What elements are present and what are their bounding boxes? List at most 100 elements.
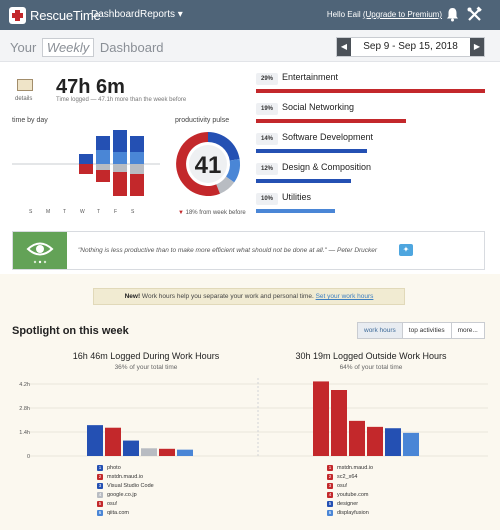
top-navigation-bar: RescueTime Dashboard Reports ▾ Hello Eai… xyxy=(0,0,500,30)
title-dashboard: Dashboard xyxy=(99,40,164,55)
day-label-wed: W xyxy=(80,209,85,215)
legend-number: 3 xyxy=(97,482,103,489)
bar-0-4[interactable] xyxy=(141,448,157,456)
down-arrow-icon: ▼ xyxy=(178,210,184,216)
legend-label: designer xyxy=(337,500,359,507)
tab-top-activities[interactable]: top activities xyxy=(401,322,452,339)
twitter-icon[interactable]: ✦ xyxy=(399,244,413,256)
day-sat xyxy=(130,136,144,196)
pulse-change-text: 18% from week before xyxy=(185,210,246,216)
legend-item[interactable]: 3 osu! xyxy=(327,481,373,490)
category-percent: 19% xyxy=(256,103,278,115)
category-bar xyxy=(256,119,406,123)
day-wed xyxy=(79,154,93,174)
legend-label: youtube.com xyxy=(337,491,369,498)
bar-0-6[interactable] xyxy=(177,449,193,456)
category-percent: 10% xyxy=(256,193,278,205)
outside-hours-chart-title: 30h 19m Logged Outside Work Hours xyxy=(295,351,447,361)
legend-item[interactable]: 5 osu! xyxy=(97,499,154,508)
greeting-text: Hello Eail xyxy=(326,10,361,19)
nav-dashboard-link[interactable]: Dashboard xyxy=(91,9,140,20)
pulse-value: 41 xyxy=(195,152,222,179)
details-label[interactable]: details xyxy=(15,96,33,102)
notice-text: Work hours help you separate your work a… xyxy=(140,293,316,300)
legend-item[interactable]: 6 qiita.com xyxy=(97,508,154,517)
tools-icon[interactable] xyxy=(466,6,483,23)
time-by-day-chart[interactable] xyxy=(12,126,162,208)
legend-label: mstdn.maud.io xyxy=(107,473,144,480)
legend-number: 1 xyxy=(327,464,333,471)
pulse-change: ▼ 18% from week before xyxy=(178,210,246,216)
previous-week-button[interactable]: ◀ xyxy=(337,38,351,56)
date-range-label[interactable]: Sep 9 - Sep 15, 2018 xyxy=(363,41,458,52)
outside-hours-chart-subtitle: 64% of your total time xyxy=(339,364,403,371)
quote-text: "Nothing is less productive than to make… xyxy=(78,247,378,254)
legend-item[interactable]: 4 google.co.jp xyxy=(97,490,154,499)
bar-1-5[interactable] xyxy=(385,428,401,456)
legend-number: 5 xyxy=(97,500,103,507)
legend-item[interactable]: 1 mstdn.maud.io xyxy=(327,463,373,472)
work-hours-chart-subtitle: 36% of your total time xyxy=(114,364,178,371)
bar-1-1[interactable] xyxy=(313,381,329,456)
day-fri xyxy=(113,130,127,196)
category-percent: 12% xyxy=(256,163,278,175)
pulse-segment-very-productive xyxy=(208,132,240,161)
legend-item[interactable]: 1 photo xyxy=(97,463,154,472)
work-hours-chart-title: 16h 46m Logged During Work Hours xyxy=(72,351,220,361)
bar-0-5[interactable] xyxy=(159,448,175,456)
category-row[interactable]: 29% Entertainment xyxy=(256,71,485,95)
upgrade-link[interactable]: (Upgrade to Premium) xyxy=(362,10,442,19)
category-name: Design & Composition xyxy=(282,162,372,172)
rescuetime-logo[interactable]: RescueTime xyxy=(9,7,101,24)
notice-new-label: New! xyxy=(124,293,141,300)
tab-work-hours[interactable]: work hours xyxy=(357,322,403,339)
category-row[interactable]: 10% Utilities xyxy=(256,191,485,215)
quote-panel xyxy=(13,232,67,269)
total-time-logged: 47h 6m xyxy=(56,76,125,98)
category-row[interactable]: 12% Design & Composition xyxy=(256,161,485,185)
tab-more[interactable]: more... xyxy=(450,322,485,339)
bar-0-3[interactable] xyxy=(123,440,139,456)
bar-1-6[interactable] xyxy=(403,432,419,456)
legend-number: 4 xyxy=(97,491,103,498)
spotlight-area xyxy=(0,274,500,530)
category-percent: 14% xyxy=(256,133,278,145)
bar-0-2[interactable] xyxy=(105,427,121,456)
bell-icon[interactable] xyxy=(444,6,461,23)
outside-hours-legend: 1 mstdn.maud.io 2 sc2_x64 3 osu! 4 youtube.com 5… xyxy=(327,463,373,517)
category-bar xyxy=(256,149,367,153)
legend-label: osu! xyxy=(107,500,118,507)
legend-number: 6 xyxy=(327,509,333,516)
legend-number: 4 xyxy=(327,491,333,498)
bar-1-4[interactable] xyxy=(367,426,383,456)
spotlight-bar-chart[interactable]: 4.2h 2.8h 1.4h 0 xyxy=(0,376,500,460)
logo-text: RescueTime xyxy=(30,8,101,23)
eye-icon xyxy=(26,242,54,264)
category-row[interactable]: 14% Software Development xyxy=(256,131,485,155)
period-selector[interactable]: Weekly xyxy=(41,38,95,57)
day-label-thu: T xyxy=(97,209,101,215)
y-tick-label: 2.8h xyxy=(19,406,30,412)
quote-box: "Nothing is less productive than to make… xyxy=(12,231,485,270)
legend-item[interactable]: 2 mstdn.maud.io xyxy=(97,472,154,481)
bar-1-2[interactable] xyxy=(331,390,347,456)
nav-reports-menu[interactable]: Reports ▾ xyxy=(140,9,183,20)
set-work-hours-link[interactable]: Set your work hours xyxy=(315,293,374,300)
legend-item[interactable]: 4 youtube.com xyxy=(327,490,373,499)
legend-label: mstdn.maud.io xyxy=(337,464,374,471)
legend-label: osu! xyxy=(337,482,348,489)
legend-item[interactable]: 2 sc2_x64 xyxy=(327,472,373,481)
legend-number: 3 xyxy=(327,482,333,489)
details-icon[interactable] xyxy=(17,79,33,91)
category-row[interactable]: 19% Social Networking xyxy=(256,101,485,125)
day-thu xyxy=(96,136,110,182)
bar-0-1[interactable] xyxy=(87,425,103,456)
work-hours-notice: New! Work hours help you separate your w… xyxy=(93,288,405,305)
productivity-pulse-donut[interactable]: 41 xyxy=(172,128,244,200)
next-week-button[interactable]: ▶ xyxy=(470,38,484,56)
title-your: Your xyxy=(10,40,37,55)
legend-item[interactable]: 6 displayfusion xyxy=(327,508,373,517)
legend-item[interactable]: 5 designer xyxy=(327,499,373,508)
legend-item[interactable]: 3 Visual Studio Code xyxy=(97,481,154,490)
bar-1-3[interactable] xyxy=(349,420,365,456)
